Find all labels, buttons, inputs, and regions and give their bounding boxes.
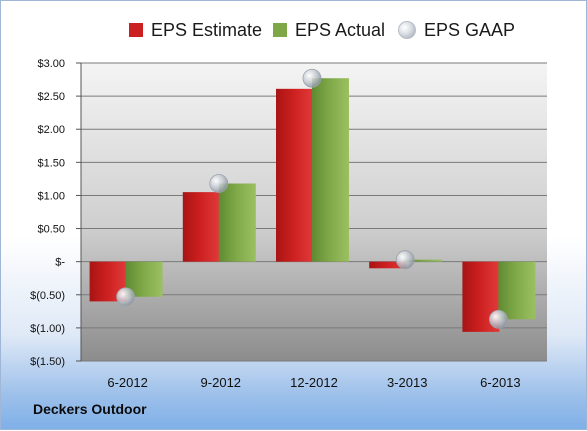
- y-tick-label: $3.00: [37, 58, 65, 70]
- legend-item-actual: EPS Actual: [273, 15, 385, 45]
- bar-eps-estimate: [276, 88, 313, 262]
- x-tick-label: 3-2013: [387, 375, 427, 390]
- point-eps-gaap: [488, 309, 508, 329]
- y-tick-label: $2.50: [37, 91, 65, 103]
- bar-eps-estimate: [182, 192, 220, 262]
- x-tick-label: 12-2012: [290, 375, 338, 390]
- legend-item-gaap: EPS GAAP: [398, 15, 515, 45]
- y-tick-label: $2.00: [37, 124, 65, 136]
- point-eps-gaap: [395, 250, 415, 270]
- bar-eps-actual: [312, 78, 349, 262]
- legend-label-gaap: EPS GAAP: [424, 19, 516, 40]
- y-tick-label: $0.50: [37, 224, 65, 236]
- bar-eps-actual: [405, 259, 443, 262]
- bar-eps-estimate: [369, 261, 407, 269]
- gaap-marker-swatch: [398, 21, 416, 39]
- x-tick-label: 6-2013: [480, 375, 520, 390]
- point-eps-gaap: [209, 174, 229, 193]
- legend-item-estimate: EPS Estimate: [129, 15, 262, 45]
- bar-eps-actual: [498, 261, 536, 320]
- point-eps-gaap: [116, 287, 135, 307]
- legend-label-estimate: EPS Estimate: [151, 19, 263, 40]
- estimate-swatch: [129, 23, 143, 37]
- actual-swatch: [273, 23, 287, 37]
- bar-eps-actual: [218, 183, 256, 262]
- y-tick-label: $(0.50): [30, 290, 65, 302]
- y-tick-label: $-: [55, 257, 65, 269]
- legend-label-actual: EPS Actual: [295, 19, 386, 40]
- x-tick-label: 6-2012: [107, 375, 147, 390]
- y-tick-label: $(1.00): [30, 323, 65, 335]
- point-eps-gaap: [302, 68, 322, 88]
- legend: EPS Estimate EPS Actual EPS GAAP: [1, 15, 587, 45]
- company-label: Deckers Outdoor: [33, 401, 147, 417]
- x-tick-label: 9-2012: [201, 375, 241, 390]
- y-tick-label: $1.50: [37, 157, 65, 169]
- y-tick-label: $1.00: [37, 190, 65, 202]
- y-tick-label: $(1.50): [30, 356, 65, 368]
